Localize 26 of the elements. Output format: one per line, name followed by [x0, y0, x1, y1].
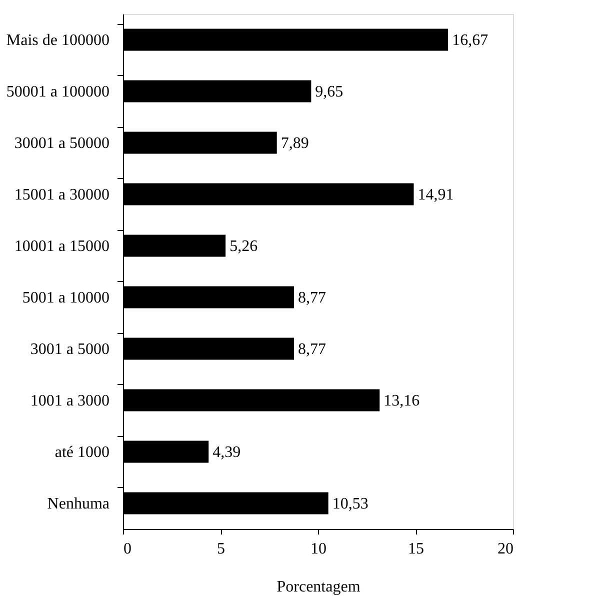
data-label: 8,77 — [298, 340, 326, 358]
data-label: 10,53 — [332, 495, 368, 512]
x-tick-label: 10 — [310, 540, 326, 558]
y-tick-label: 5001 a 10000 — [22, 289, 110, 306]
x-tick-label: 5 — [217, 540, 225, 558]
data-label: 9,65 — [315, 83, 344, 100]
y-tick-label: até 1000 — [54, 444, 110, 461]
data-label: 8,77 — [298, 289, 326, 306]
x-tick-label: 15 — [408, 540, 424, 558]
y-tick-label: 30001 a 50000 — [14, 134, 110, 152]
y-tick-label: Nenhuma — [47, 495, 110, 512]
y-tick-label: 1001 a 3000 — [30, 392, 110, 410]
x-tick-label: 20 — [498, 540, 514, 558]
data-label: 16,67 — [452, 32, 488, 49]
data-label: 5,26 — [230, 238, 258, 255]
data-label: 13,16 — [384, 392, 420, 410]
x-tick-label: 0 — [124, 540, 132, 558]
x-axis-title: Porcentagem — [276, 578, 361, 596]
y-tick-label: 10001 a 15000 — [14, 238, 110, 255]
y-tick-label: Mais de 100000 — [6, 32, 110, 49]
y-tick-label: 50001 a 100000 — [6, 83, 110, 100]
y-tick-label: 3001 a 5000 — [30, 340, 110, 358]
data-label: 14,91 — [418, 186, 454, 204]
y-tick-label: 15001 a 30000 — [14, 186, 110, 204]
data-label: 7,89 — [280, 134, 309, 152]
data-label: 4,39 — [212, 444, 241, 461]
